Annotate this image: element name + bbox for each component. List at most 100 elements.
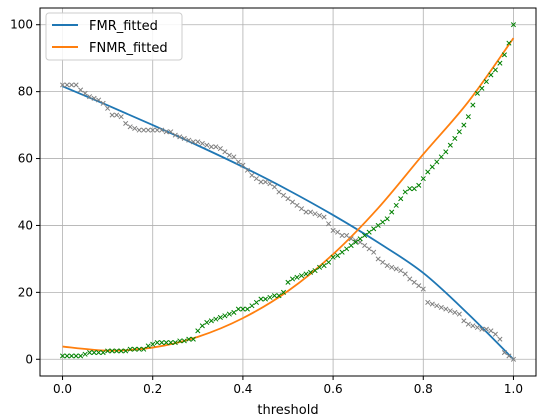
fnmr-data-point — [96, 350, 102, 356]
legend-label-fnmr: FNMR_fitted — [89, 41, 168, 56]
axis-ticks: 0.0 0.2 0.4 0.6 0.8 1.0 0 20 40 60 80 100 — [10, 18, 523, 396]
fmr-data-point — [344, 232, 350, 239]
fnmr-data-point — [262, 296, 269, 302]
fmr-data-point — [177, 134, 183, 140]
fnmr-data-point — [235, 306, 241, 312]
fnmr-data-point — [371, 226, 377, 232]
fnmr-data-point — [217, 314, 223, 321]
fmr-data-point — [510, 356, 517, 362]
fnmr-data-point — [420, 176, 426, 182]
fnmr-data-point — [87, 350, 93, 356]
x-tick-label: 1.0 — [504, 382, 523, 396]
fnmr-data-point — [402, 189, 408, 195]
fnmr-data-point — [118, 348, 124, 354]
fnmr-data-point — [501, 52, 507, 58]
fmr-data-point — [371, 249, 377, 255]
fnmr-data-point — [425, 169, 431, 175]
fnmr-data-point — [91, 350, 97, 356]
fmr-data-point — [303, 209, 309, 215]
fmr-data-point — [213, 144, 219, 150]
fmr-data-point — [235, 159, 241, 165]
fmr-data-point — [249, 172, 255, 178]
fnmr-data-point — [105, 348, 111, 354]
fnmr-data-point — [226, 311, 232, 317]
fmr-data-point — [276, 189, 282, 195]
fnmr-data-point — [181, 338, 187, 344]
fmr-data-point — [127, 124, 133, 130]
fmr-data-point — [438, 304, 444, 310]
fnmr-data-point — [253, 299, 259, 305]
fnmr-data-point — [335, 253, 341, 259]
fnmr-data-point — [276, 293, 282, 299]
fmr-data-point — [389, 264, 395, 270]
fmr-data-point — [204, 142, 210, 148]
fnmr-data-point — [393, 202, 399, 208]
fmr-data-point — [483, 326, 489, 332]
fmr-data-point — [289, 199, 296, 205]
fmr-data-point — [123, 120, 129, 126]
fnmr-data-point — [204, 319, 210, 326]
fnmr-data-point — [470, 102, 476, 108]
fmr-data-point — [154, 127, 160, 133]
x-tick-label: 0.4 — [233, 382, 252, 396]
fnmr-data-point — [443, 149, 449, 155]
fmr-data-point — [267, 181, 273, 187]
fnmr-data-point — [321, 263, 327, 269]
fmr-data-point — [231, 154, 237, 160]
fnmr-data-point — [150, 341, 156, 347]
fmr-data-point — [375, 256, 381, 262]
fmr-data-point — [96, 97, 102, 103]
fmr-data-point — [429, 301, 435, 307]
fnmr-data-point — [330, 254, 336, 260]
fnmr-data-point — [222, 313, 228, 319]
y-tick-label: 0 — [25, 352, 33, 366]
fmr-data-point — [393, 266, 399, 272]
fnmr-data-point — [213, 316, 219, 322]
fmr-data-point — [190, 139, 196, 145]
fmr-data-point — [87, 94, 93, 100]
fnmr-data-point — [132, 346, 138, 352]
fnmr-data-point — [389, 209, 395, 215]
fmr-data-point — [141, 127, 147, 133]
fmr-data-point — [479, 326, 485, 332]
fnmr-data-point — [195, 328, 201, 334]
fmr-data-point — [465, 321, 471, 327]
fnmr-data-point — [294, 274, 300, 280]
fnmr-data-point — [208, 318, 214, 324]
y-tick-label: 40 — [18, 218, 33, 232]
fmr-fitted-line — [62, 85, 515, 360]
fnmr-data-point — [506, 40, 512, 46]
fmr-data-point — [366, 246, 372, 252]
fmr-data-point — [199, 140, 205, 147]
fnmr-data-point — [159, 339, 165, 346]
fnmr-data-point — [172, 339, 178, 346]
fmr-data-point — [217, 145, 223, 152]
fnmr-data-point — [249, 303, 255, 309]
fmr-data-point — [253, 176, 259, 182]
fnmr-data-point — [474, 90, 480, 96]
fmr-data-point — [335, 229, 341, 235]
scatter-points — [59, 22, 517, 362]
fmr-data-point — [447, 308, 453, 314]
fnmr-data-point — [438, 154, 444, 160]
fnmr-data-point — [326, 259, 332, 265]
fmr-data-point — [420, 286, 426, 292]
fmr-data-point — [294, 202, 300, 208]
fmr-data-point — [402, 271, 408, 277]
fnmr-data-point — [307, 269, 314, 275]
fmr-data-point — [69, 82, 75, 88]
fmr-data-point — [195, 139, 201, 145]
fnmr-data-point — [353, 239, 359, 245]
fmr-data-point — [59, 82, 66, 88]
fmr-data-point — [100, 100, 106, 106]
fmr-data-point — [330, 227, 336, 234]
fmr-data-point — [434, 303, 440, 309]
fnmr-data-point — [271, 293, 278, 299]
fnmr-data-point — [312, 268, 318, 274]
fnmr-data-point — [303, 271, 309, 277]
fnmr-data-point — [362, 232, 368, 239]
fmr-data-point — [73, 82, 79, 88]
fnmr-data-point — [483, 79, 489, 85]
fmr-data-point — [258, 179, 264, 185]
